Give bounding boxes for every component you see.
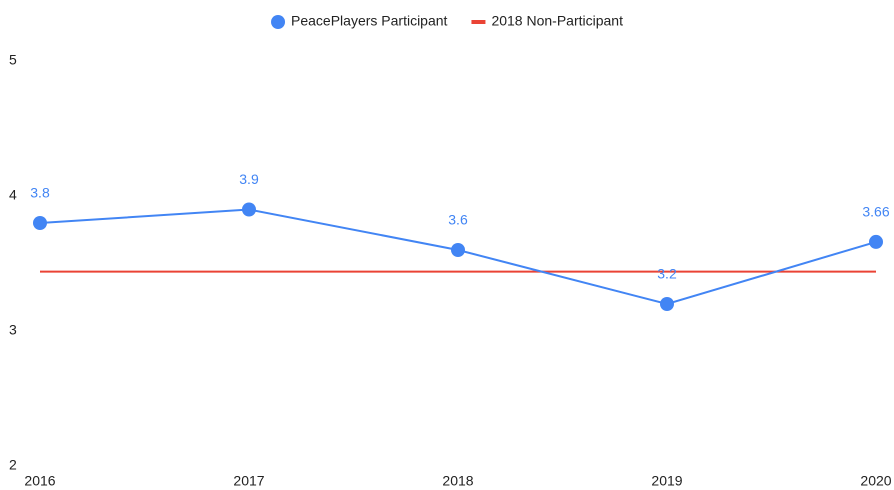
legend-swatch [271,15,286,29]
data-label: 3.9 [239,171,259,187]
point [33,216,47,230]
x-tick-label: 2018 [442,473,473,489]
data-label: 3.2 [657,266,677,282]
point [869,234,883,249]
data-label: 3.6 [448,212,468,228]
point [451,243,465,257]
point [242,202,256,217]
x-tick-label: 2017 [233,473,264,489]
legend-label: PeacePlayers Participant [291,13,448,29]
y-tick-label: 5 [9,52,17,68]
legend-label: 2018 Non-Participant [491,13,623,29]
y-tick-label: 3 [9,322,17,338]
y-tick-label: 2 [9,457,17,473]
y-tick-label: 4 [9,187,17,203]
x-tick-label: 2019 [651,473,682,489]
legend-swatch [471,20,486,24]
x-tick-label: 2016 [24,473,55,489]
data-label: 3.66 [862,204,889,220]
x-tick-label: 2020 [860,473,891,489]
data-label: 3.8 [30,185,50,201]
point [660,297,674,311]
